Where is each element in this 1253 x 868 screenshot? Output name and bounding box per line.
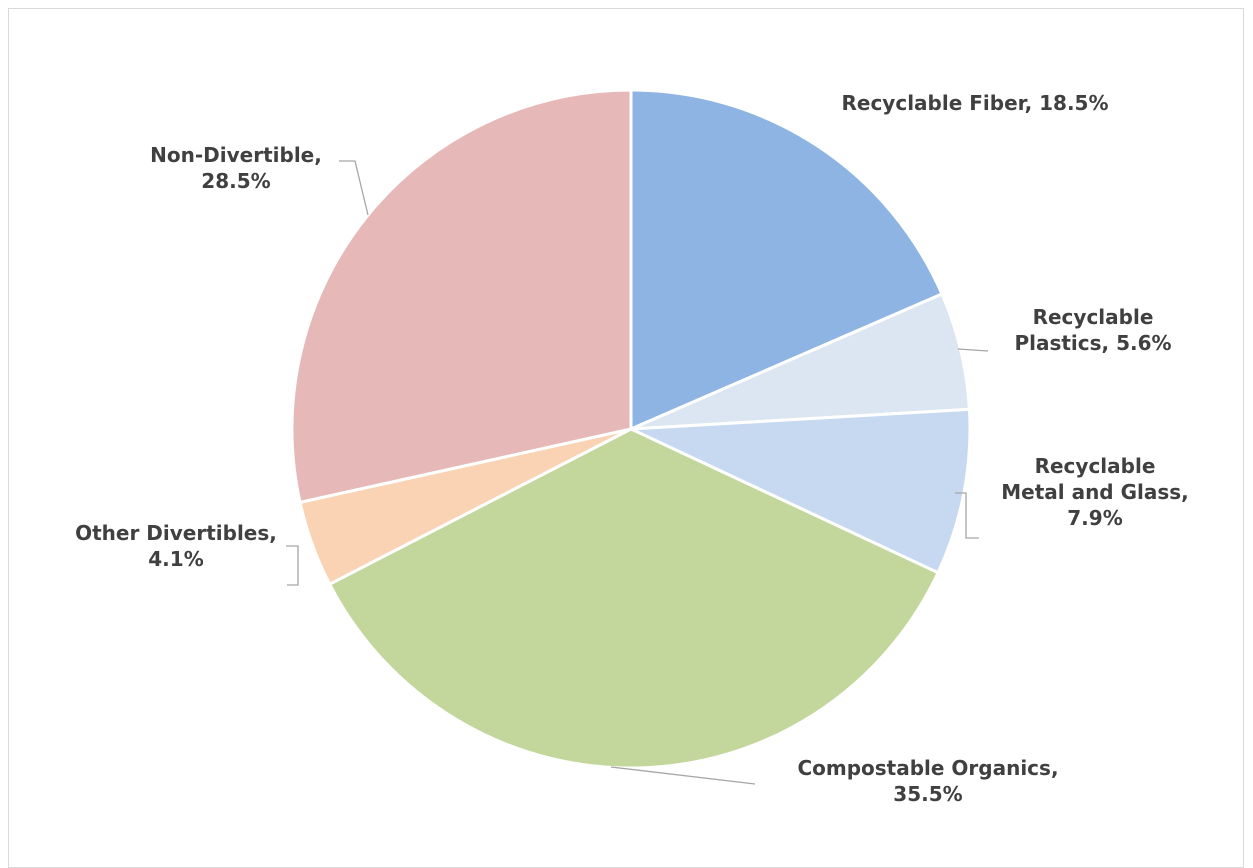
leader-line (339, 160, 369, 216)
leader-lines (286, 160, 989, 785)
pie-chart: Recyclable Fiber, 18.5%Recyclable Plastic… (75, 88, 1189, 806)
data-label-line: 4.1% (148, 547, 203, 571)
data-label-other-divertibles: Other Divertibles, 4.1% (75, 521, 277, 571)
data-label-recyclable-metal-and-glass: Recyclable Metal and Glass, 7.9% (1001, 454, 1189, 530)
data-label-line: Recyclable Fiber, 18.5% (841, 91, 1108, 115)
data-label-line: 28.5% (201, 169, 270, 193)
leader-line (957, 348, 989, 352)
data-label-line: Metal and Glass, (1001, 480, 1189, 504)
data-label-line: Compostable Organics, (797, 756, 1058, 780)
data-label-line: Other Divertibles, (75, 521, 277, 545)
pie-slice-compostable-organics (327, 427, 941, 770)
pie-slice-non-divertible (290, 88, 633, 505)
chart-area: Recyclable Fiber, 18.5% Recyclable Plastic… (75, 88, 1189, 806)
data-label-line: 35.5% (893, 782, 962, 806)
data-label-compostable-organics: Compostable Organics, 35.5% (797, 756, 1058, 806)
data-label-line: Plastics, 5.6% (1014, 331, 1171, 355)
data-label-line: 7.9% (1067, 506, 1122, 530)
data-labels: Recyclable Fiber, 18.5%Recyclable Plastic… (75, 91, 1189, 806)
data-label-line: Recyclable (1035, 454, 1156, 478)
data-label-line: Recyclable (1033, 305, 1154, 329)
data-label-recyclable-plastics: Recyclable Plastics, 5.6% (1014, 305, 1171, 355)
data-label-non-divertible: Non-Divertible, 28.5% (150, 143, 322, 193)
data-label-recyclable-fiber: Recyclable Fiber, 18.5% (841, 91, 1108, 115)
pie-slice-recyclable-fiber (629, 88, 944, 432)
pie-slices (290, 88, 972, 770)
data-label-line: Non-Divertible, (150, 143, 322, 167)
leader-line (286, 545, 299, 586)
leader-line (610, 766, 756, 785)
leader-line (955, 492, 979, 539)
